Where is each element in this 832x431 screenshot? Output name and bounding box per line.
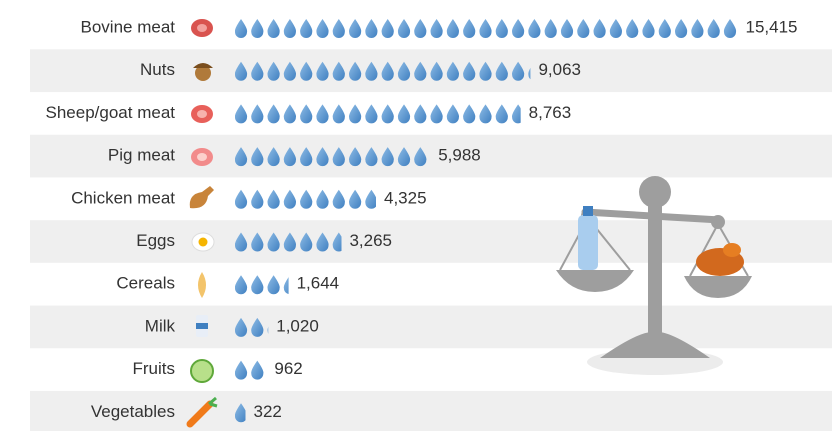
row-background [30, 305, 832, 349]
category-label: Cereals [116, 274, 175, 293]
drop-bar [235, 104, 521, 124]
drop-bar [235, 403, 246, 423]
drop-bar [235, 275, 289, 295]
balance-illustration [556, 176, 752, 375]
value-label: 962 [274, 359, 302, 378]
category-label: Bovine meat [81, 17, 176, 36]
category-label: Eggs [136, 231, 175, 250]
row-background [30, 49, 832, 93]
row-backgrounds [30, 49, 832, 431]
drop-bar [235, 147, 427, 167]
category-label: Fruits [133, 359, 176, 378]
drop-bar [235, 61, 531, 81]
value-label: 1,644 [297, 274, 340, 293]
drop-bar [235, 189, 376, 209]
row-background [30, 390, 832, 431]
food-icons [186, 19, 218, 428]
value-label: 1,020 [276, 316, 319, 335]
category-label: Nuts [140, 60, 175, 79]
category-label: Vegetables [91, 402, 175, 421]
drop-bar [235, 360, 264, 380]
bars [235, 19, 737, 423]
row-background [30, 220, 832, 263]
value-label: 9,063 [538, 60, 581, 79]
category-label: Sheep/goat meat [46, 103, 176, 122]
category-label: Chicken meat [71, 188, 175, 207]
value-label: 322 [253, 402, 281, 421]
drop-bar [235, 19, 737, 38]
category-label: Milk [145, 316, 176, 335]
category-label: Pig meat [108, 146, 175, 165]
drop-bar [235, 317, 269, 337]
value-label: 5,988 [438, 146, 481, 165]
value-label: 8,763 [529, 103, 572, 122]
row-background [30, 134, 832, 178]
drop-bar [235, 232, 342, 252]
value-label: 3,265 [349, 231, 392, 250]
value-label: 4,325 [384, 188, 427, 207]
value-label: 15,415 [746, 17, 798, 36]
